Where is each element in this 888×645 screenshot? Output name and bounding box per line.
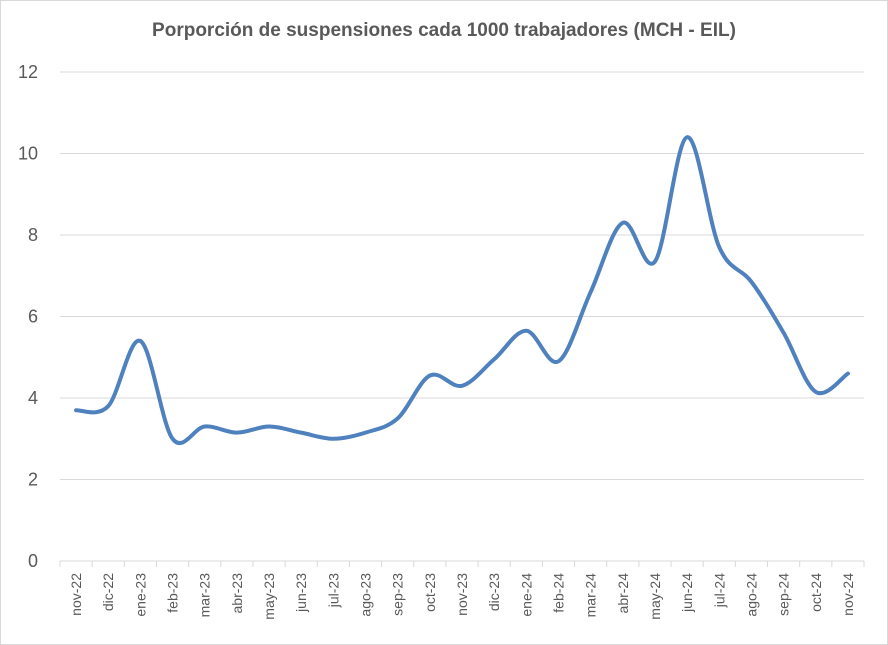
- series-line: [74, 135, 850, 445]
- x-tick-label: may-23: [261, 573, 277, 620]
- x-tick-label: oct-24: [808, 573, 824, 612]
- x-tick-label: sep-23: [390, 573, 406, 616]
- y-tick-label: 4: [28, 388, 38, 408]
- x-tick-label: nov-23: [454, 573, 470, 616]
- chart-title: Porporción de suspensiones cada 1000 tra…: [152, 20, 736, 41]
- x-axis-ticks: nov-22 dic-22 ene-23 feb-23 mar-23 abr-23 may-…: [68, 573, 856, 620]
- x-tick-label: oct-23: [422, 573, 438, 612]
- x-tick-label: feb-24: [550, 573, 566, 613]
- x-tick-label: nov-24: [840, 573, 856, 616]
- series-layer: [74, 135, 850, 445]
- x-axis: [59, 560, 865, 567]
- y-axis-ticks: 0 2 4 6 8 10 12: [18, 62, 38, 571]
- x-tick-label: ene-24: [518, 573, 534, 617]
- x-tick-label: sep-24: [776, 573, 792, 616]
- x-tick-label: abr-24: [615, 573, 631, 614]
- x-tick-label: dic-22: [100, 573, 116, 611]
- x-tick-label: abr-23: [229, 573, 245, 614]
- y-tick-label: 2: [28, 470, 38, 490]
- y-tick-label: 8: [28, 225, 38, 245]
- x-tick-label: mar-23: [197, 573, 213, 618]
- gridlines: [60, 71, 864, 480]
- x-tick-label: may-24: [647, 573, 663, 620]
- x-tick-label: ago-24: [743, 573, 759, 617]
- y-tick-label: 10: [18, 144, 38, 164]
- y-tick-label: 6: [28, 307, 38, 327]
- x-tick-label: jun-23: [293, 573, 309, 613]
- x-tick-label: feb-23: [165, 573, 181, 613]
- x-tick-label: jun-24: [679, 573, 695, 613]
- x-tick-label: jul-24: [711, 573, 727, 608]
- y-tick-label: 0: [28, 551, 38, 571]
- x-tick-label: ene-23: [132, 573, 148, 617]
- x-tick-label: ago-23: [358, 573, 374, 617]
- y-tick-label: 12: [18, 62, 38, 82]
- x-tick-label: nov-22: [68, 573, 84, 616]
- x-tick-label: dic-23: [486, 573, 502, 611]
- x-tick-label: jul-23: [325, 573, 341, 608]
- x-tick-label: mar-24: [583, 573, 599, 618]
